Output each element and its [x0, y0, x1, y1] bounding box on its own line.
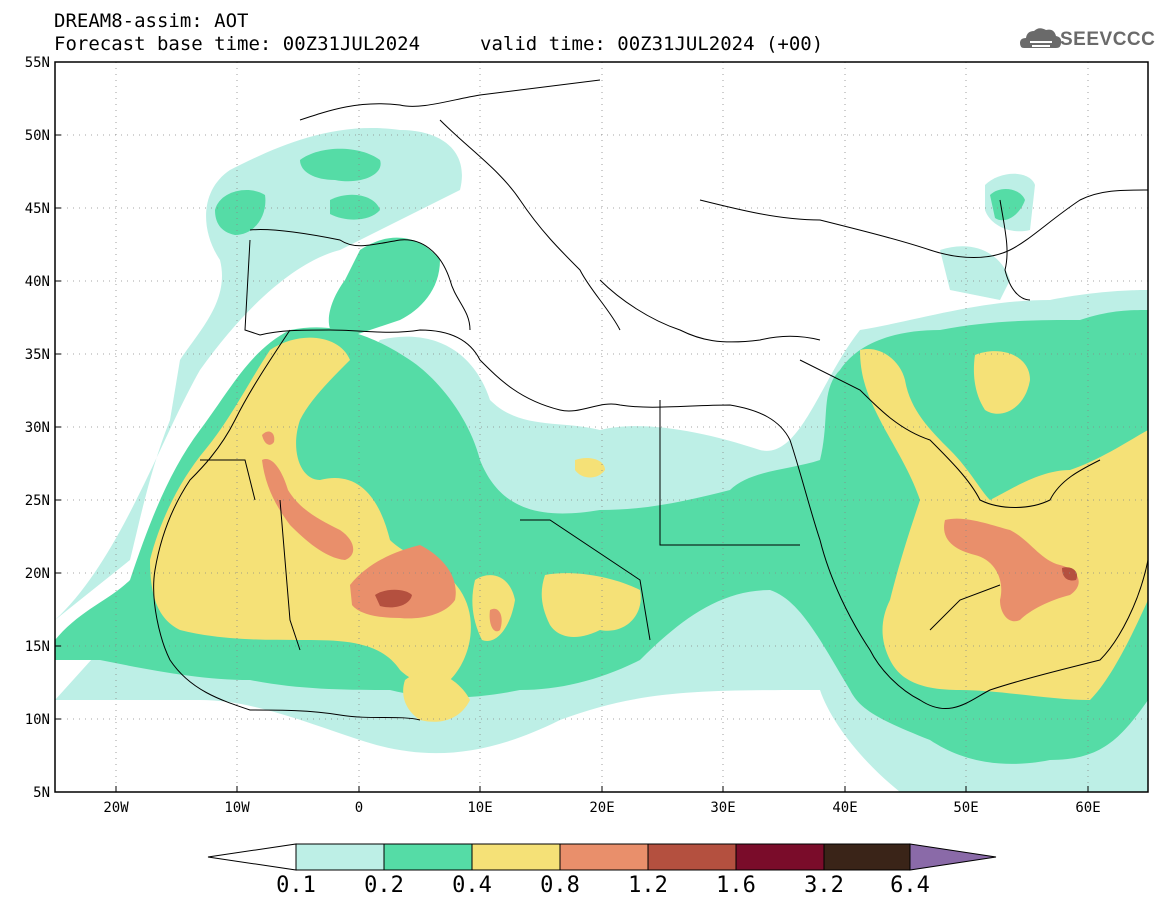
- colorbar-swatch: [647, 843, 737, 871]
- lon-label: 10W: [224, 800, 250, 816]
- lat-label: 10N: [25, 712, 50, 728]
- logo-text: SEEVCCC: [1060, 29, 1156, 50]
- colorbar-high-arrow: [909, 843, 997, 871]
- forecast-base-time: Forecast base time: 00Z31JUL2024: [54, 33, 421, 55]
- coastlines: [153, 79, 1148, 721]
- colorbar-label: 1.6: [716, 873, 756, 898]
- colorbar-label: 3.2: [804, 873, 844, 898]
- lon-label: 10E: [467, 800, 492, 816]
- lon-label: 40E: [832, 800, 857, 816]
- lon-label: 20W: [103, 800, 129, 816]
- colorbar-swatch: [735, 843, 825, 871]
- valid-time: valid time: 00Z31JUL2024 (+00): [480, 33, 824, 55]
- lat-label: 15N: [25, 639, 50, 655]
- lat-label: 50N: [25, 128, 50, 144]
- lat-label: 25N: [25, 493, 50, 509]
- lon-label: 20E: [589, 800, 614, 816]
- colorbar-label: 0.4: [452, 873, 492, 898]
- chart-title: DREAM8-assim: AOT: [54, 10, 249, 32]
- lat-label: 5N: [33, 785, 50, 801]
- colorbar-swatch: [471, 843, 561, 871]
- aot-level-1.2: [375, 567, 1078, 608]
- lat-label: 45N: [25, 201, 50, 217]
- colorbar: [207, 843, 997, 871]
- colorbar-label: 6.4: [890, 873, 930, 898]
- colorbar-swatch: [383, 843, 473, 871]
- colorbar-low-arrow: [207, 843, 297, 871]
- colorbar-swatch: [823, 843, 911, 871]
- lat-label: 55N: [25, 55, 50, 71]
- colorbar-label: 0.2: [364, 873, 404, 898]
- colorbar-swatch: [559, 843, 649, 871]
- lat-label: 20N: [25, 566, 50, 582]
- lon-label: 60E: [1075, 800, 1100, 816]
- aot-level-0.8: [262, 431, 1079, 632]
- lat-label: 35N: [25, 347, 50, 363]
- lon-label: 30E: [710, 800, 735, 816]
- latitude-labels: 55N 50N 45N 40N 35N 30N 25N 20N 15N 10N …: [25, 55, 50, 801]
- colorbar-swatch: [295, 843, 385, 871]
- colorbar-labels: 0.1 0.2 0.4 0.8 1.2 1.6 3.2 6.4: [276, 873, 930, 898]
- colorbar-label: 0.8: [540, 873, 580, 898]
- lat-label: 40N: [25, 274, 50, 290]
- colorbar-label: 0.1: [276, 873, 316, 898]
- axis-ticks: [55, 61, 1089, 792]
- lon-label: 50E: [953, 800, 978, 816]
- lat-label: 30N: [25, 420, 50, 436]
- aot-level-0.2: [55, 148, 1148, 764]
- colorbar-label: 1.2: [628, 873, 668, 898]
- aot-shading: [55, 128, 1148, 792]
- cloud-icon: [1020, 28, 1062, 48]
- lon-label: 0: [355, 800, 363, 816]
- longitude-labels: 20W 10W 0 10E 20E 30E 40E 50E 60E: [103, 800, 1100, 816]
